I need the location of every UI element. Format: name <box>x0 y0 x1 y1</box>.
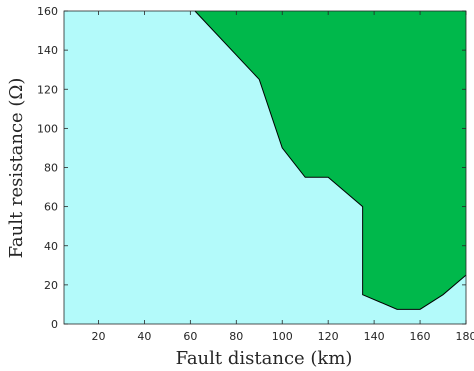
x-axis-label: Fault distance (km) <box>176 348 353 369</box>
y-axis-label: Fault resistance (Ω) <box>6 78 27 259</box>
y-tick-label: 20 <box>44 279 58 292</box>
y-tick-label: 160 <box>37 5 58 18</box>
y-tick-label: 60 <box>44 201 58 214</box>
y-tick-label: 100 <box>37 122 58 135</box>
x-tick-label: 180 <box>456 330 474 343</box>
x-tick-label: 80 <box>229 330 243 343</box>
x-tick-label: 20 <box>91 330 105 343</box>
boundary-line <box>194 10 467 310</box>
y-tick-label: 40 <box>44 240 58 253</box>
x-tick-label: 60 <box>183 330 197 343</box>
y-tick-label: 0 <box>51 318 58 331</box>
x-tick-label: 100 <box>272 330 293 343</box>
y-tick-label: 80 <box>44 162 58 175</box>
region-green <box>194 11 466 310</box>
x-tick-label: 140 <box>364 330 385 343</box>
y-tick-label: 120 <box>37 83 58 96</box>
x-tick-label: 40 <box>137 330 151 343</box>
x-tick-label: 160 <box>410 330 431 343</box>
x-tick-label: 120 <box>318 330 339 343</box>
y-tick-label: 140 <box>37 44 58 57</box>
